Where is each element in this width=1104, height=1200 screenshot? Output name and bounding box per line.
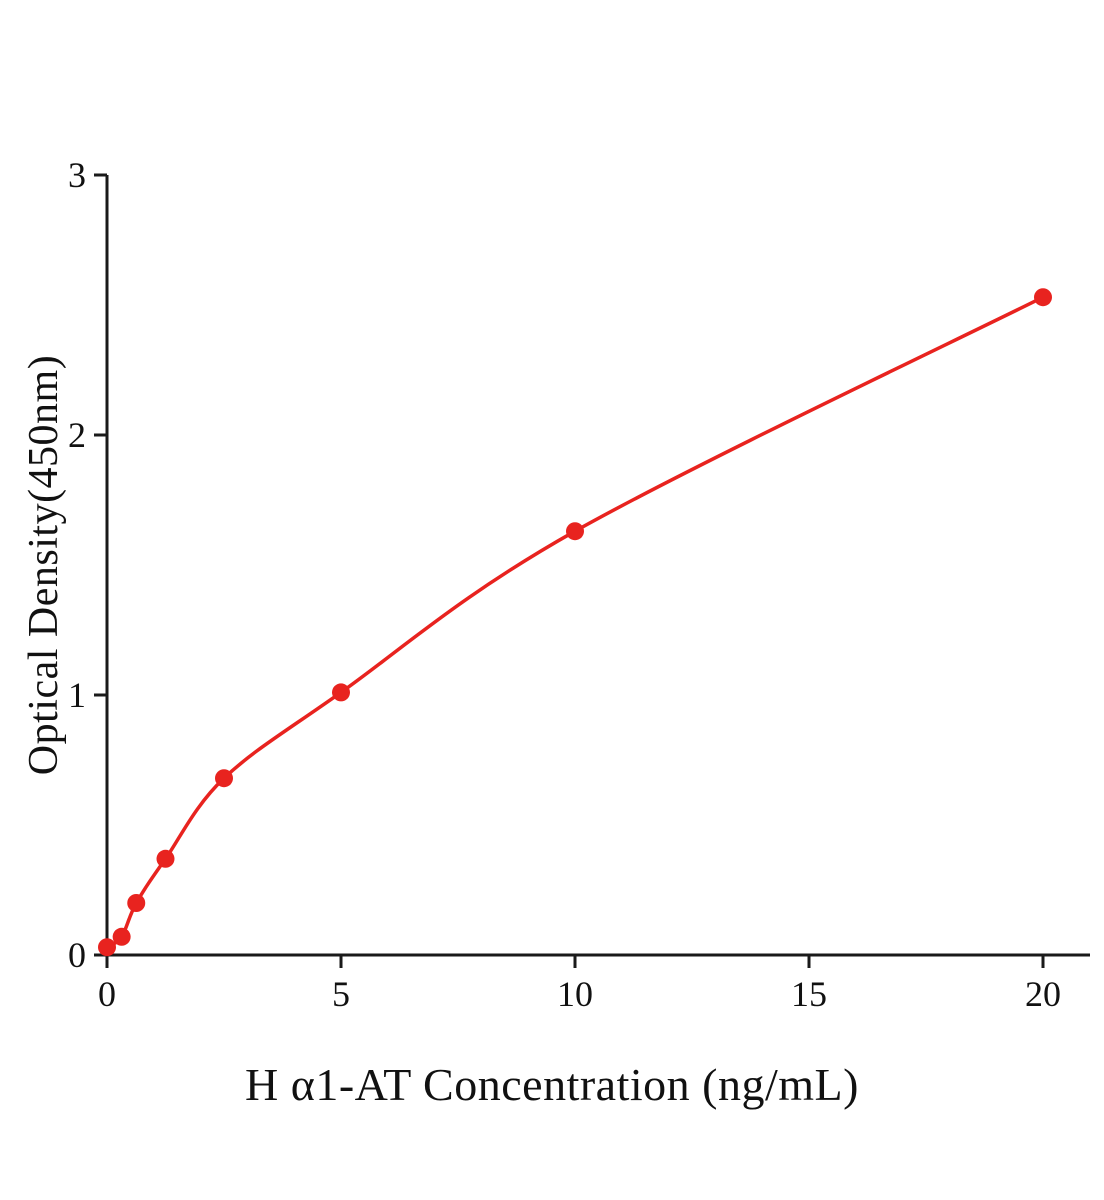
x-tick-label: 0 (98, 974, 116, 1014)
data-point (566, 522, 584, 541)
data-point (215, 769, 233, 788)
data-point (127, 894, 146, 912)
y-tick-label: 3 (68, 155, 86, 195)
fit-curve (105, 295, 1045, 949)
data-point (332, 683, 350, 702)
y-tick-label: 2 (68, 415, 86, 455)
x-tick-label: 15 (791, 974, 827, 1014)
data-point (112, 927, 131, 946)
y-tick-label: 0 (68, 935, 86, 975)
y-axis-title: Optical Density(450nm) (21, 354, 67, 776)
data-point (156, 849, 175, 868)
x-tick-label: 10 (557, 974, 593, 1014)
y-tick-label: 1 (68, 675, 86, 715)
data-point (98, 938, 116, 957)
x-tick-label: 20 (1025, 974, 1061, 1014)
x-axis-title: H α1-AT Concentration (ng/mL) (245, 1059, 859, 1110)
data-point (1034, 288, 1052, 307)
x-tick-label: 5 (332, 974, 350, 1014)
